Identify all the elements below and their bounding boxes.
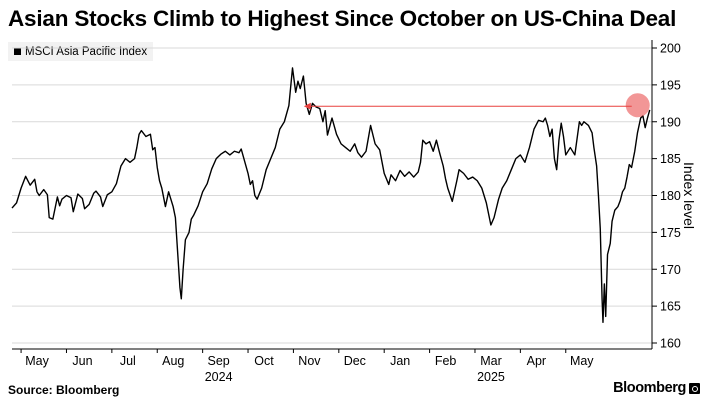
x-tick-label: Oct — [254, 354, 274, 368]
reference-arrow-head — [303, 102, 311, 110]
chart-grid — [12, 47, 652, 344]
x-tick-label: Nov — [298, 354, 321, 368]
y-tick-label: 185 — [660, 152, 681, 166]
x-tick-label: Mar — [480, 354, 502, 368]
series-line-0 — [11, 67, 651, 324]
source-note: Source: Bloomberg — [8, 383, 120, 397]
y-axis-label: Index level — [681, 162, 697, 229]
x-tick-label: Apr — [527, 354, 546, 368]
x-tick-label: May — [570, 354, 594, 368]
chart-series — [11, 67, 651, 324]
y-tick-label: 175 — [660, 226, 681, 240]
x-year-label: 2024 — [205, 370, 233, 384]
x-tick-label: Jun — [72, 354, 92, 368]
bloomberg-badge-icon — [689, 382, 700, 394]
y-tick-label: 195 — [660, 78, 681, 92]
y-tick-label: 200 — [660, 42, 681, 56]
chart-title: Asian Stocks Climb to Highest Since Octo… — [8, 6, 677, 31]
brand-text: Bloomberg — [613, 380, 686, 396]
x-tick-label: Sep — [208, 354, 230, 368]
y-axis-ticks: 160 165 170 175 180 185 190 195 200 — [651, 40, 681, 351]
x-year-label: 2025 — [477, 370, 505, 384]
legend-swatch-icon — [14, 48, 21, 55]
bloomberg-logo: Bloomberg — [613, 380, 700, 396]
x-tick-label: Jul — [120, 354, 136, 368]
x-tick-label: Aug — [162, 354, 184, 368]
y-tick-label: 190 — [660, 115, 681, 129]
x-tick-label: May — [25, 354, 49, 368]
chart-annotation — [303, 93, 650, 118]
y-tick-label: 160 — [660, 337, 681, 351]
y-tick-label: 170 — [660, 263, 681, 277]
x-tick-label: Feb — [435, 354, 457, 368]
x-tick-label: Dec — [344, 354, 366, 368]
y-tick-label: 165 — [660, 300, 681, 314]
y-tick-label: 180 — [660, 189, 681, 203]
highlight-circle — [625, 93, 650, 118]
x-tick-label: Jan — [390, 354, 410, 368]
x-axis-ticks: May Jun Jul Aug Sep Oct Nov Dec Jan Feb Mar Apr May 2… — [12, 348, 652, 384]
